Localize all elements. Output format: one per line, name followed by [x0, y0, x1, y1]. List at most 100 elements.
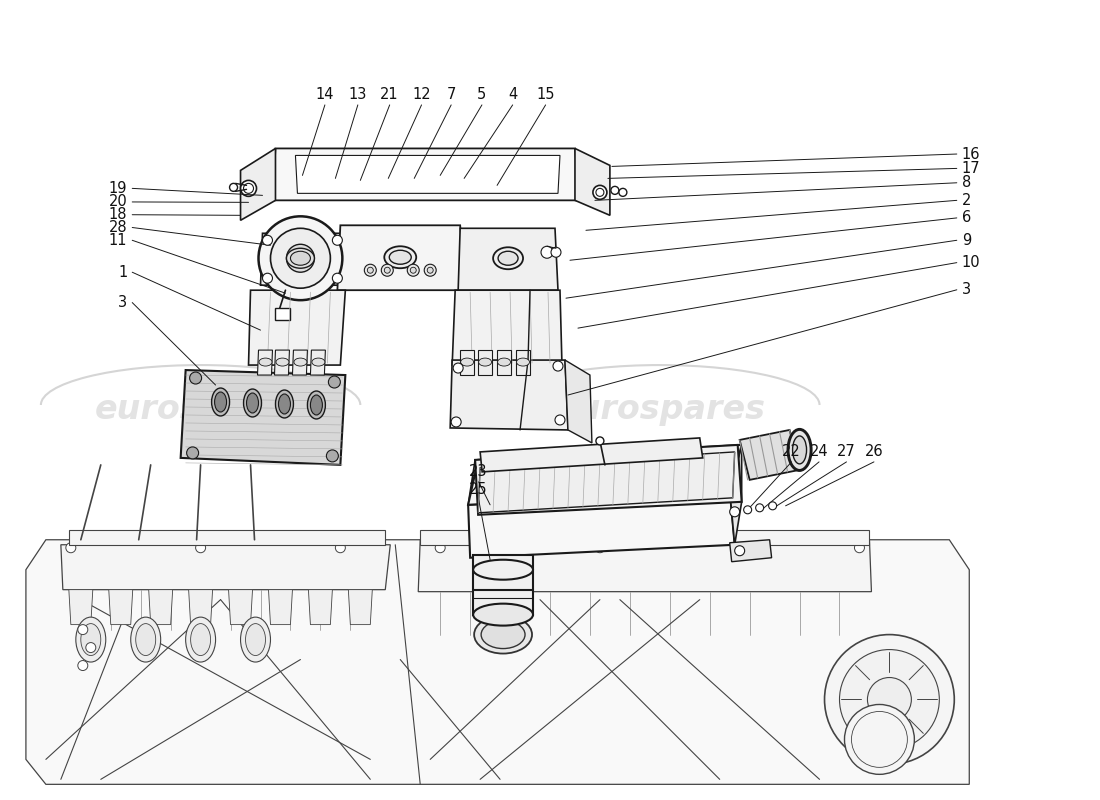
Text: 13: 13	[349, 87, 367, 102]
Polygon shape	[516, 350, 530, 375]
Circle shape	[596, 188, 604, 196]
Polygon shape	[293, 350, 307, 375]
Circle shape	[243, 183, 253, 194]
Text: eurospares: eurospares	[554, 394, 766, 426]
Polygon shape	[338, 226, 465, 290]
Ellipse shape	[258, 358, 272, 366]
Circle shape	[551, 247, 561, 258]
Polygon shape	[469, 460, 478, 505]
Polygon shape	[565, 360, 592, 443]
Ellipse shape	[290, 251, 310, 266]
Text: 12: 12	[412, 87, 431, 102]
Ellipse shape	[243, 389, 262, 417]
Circle shape	[263, 235, 273, 246]
Circle shape	[86, 642, 96, 653]
Circle shape	[744, 506, 751, 514]
Circle shape	[593, 186, 607, 199]
Circle shape	[610, 186, 619, 194]
Text: 11: 11	[109, 233, 128, 248]
Text: 21: 21	[381, 87, 399, 102]
Text: 15: 15	[537, 87, 554, 102]
Polygon shape	[109, 590, 133, 625]
Circle shape	[769, 502, 777, 510]
Circle shape	[327, 450, 339, 462]
Circle shape	[407, 264, 419, 276]
Ellipse shape	[186, 617, 216, 662]
Circle shape	[336, 542, 345, 553]
Ellipse shape	[493, 247, 522, 270]
Polygon shape	[729, 445, 741, 545]
Circle shape	[241, 180, 256, 196]
Text: 3: 3	[961, 282, 971, 298]
Circle shape	[756, 504, 763, 512]
Ellipse shape	[246, 393, 258, 413]
Ellipse shape	[497, 358, 510, 366]
Polygon shape	[308, 590, 332, 625]
Circle shape	[845, 705, 914, 774]
Ellipse shape	[76, 617, 106, 662]
Circle shape	[451, 417, 461, 427]
Text: 24: 24	[810, 445, 828, 459]
Text: 7: 7	[447, 87, 455, 102]
Text: 3: 3	[118, 295, 128, 310]
Polygon shape	[480, 438, 703, 472]
Ellipse shape	[307, 391, 326, 419]
Polygon shape	[275, 308, 290, 320]
Ellipse shape	[517, 358, 529, 366]
Ellipse shape	[474, 616, 532, 654]
Circle shape	[453, 363, 463, 373]
Ellipse shape	[498, 251, 518, 266]
Text: 17: 17	[961, 161, 980, 176]
Polygon shape	[60, 545, 390, 590]
Text: 4: 4	[508, 87, 517, 102]
Polygon shape	[469, 445, 741, 505]
Polygon shape	[296, 155, 560, 194]
Polygon shape	[575, 149, 609, 215]
Polygon shape	[475, 445, 741, 515]
Circle shape	[839, 650, 939, 750]
Text: 27: 27	[837, 445, 856, 459]
Text: 23: 23	[470, 464, 488, 479]
Polygon shape	[241, 149, 275, 220]
Polygon shape	[310, 350, 326, 375]
Circle shape	[329, 376, 340, 388]
Polygon shape	[273, 149, 580, 200]
Polygon shape	[69, 590, 92, 625]
Circle shape	[553, 361, 563, 371]
Ellipse shape	[131, 617, 161, 662]
Circle shape	[855, 542, 865, 553]
Polygon shape	[739, 430, 800, 480]
Circle shape	[596, 437, 604, 445]
Circle shape	[619, 188, 627, 196]
Text: 9: 9	[961, 233, 971, 248]
Circle shape	[187, 447, 199, 459]
Circle shape	[384, 267, 390, 274]
Circle shape	[364, 264, 376, 276]
Ellipse shape	[294, 358, 307, 366]
Polygon shape	[418, 540, 871, 592]
Text: 16: 16	[961, 146, 980, 162]
Text: eurospares: eurospares	[324, 633, 536, 666]
Ellipse shape	[478, 358, 492, 366]
Polygon shape	[268, 590, 293, 625]
Polygon shape	[478, 350, 492, 375]
Polygon shape	[261, 234, 345, 285]
Text: 22: 22	[782, 445, 801, 459]
Ellipse shape	[190, 624, 210, 655]
Circle shape	[367, 267, 373, 274]
Circle shape	[332, 235, 342, 246]
Polygon shape	[473, 554, 534, 614]
Ellipse shape	[384, 246, 416, 268]
Circle shape	[286, 244, 315, 272]
Ellipse shape	[481, 621, 525, 649]
Polygon shape	[148, 590, 173, 625]
Polygon shape	[275, 350, 289, 375]
Circle shape	[66, 542, 76, 553]
Text: 5: 5	[477, 87, 486, 102]
Polygon shape	[229, 590, 253, 625]
Circle shape	[425, 264, 437, 276]
Polygon shape	[450, 360, 568, 430]
Circle shape	[755, 542, 764, 553]
Circle shape	[825, 634, 955, 764]
Polygon shape	[188, 590, 212, 625]
